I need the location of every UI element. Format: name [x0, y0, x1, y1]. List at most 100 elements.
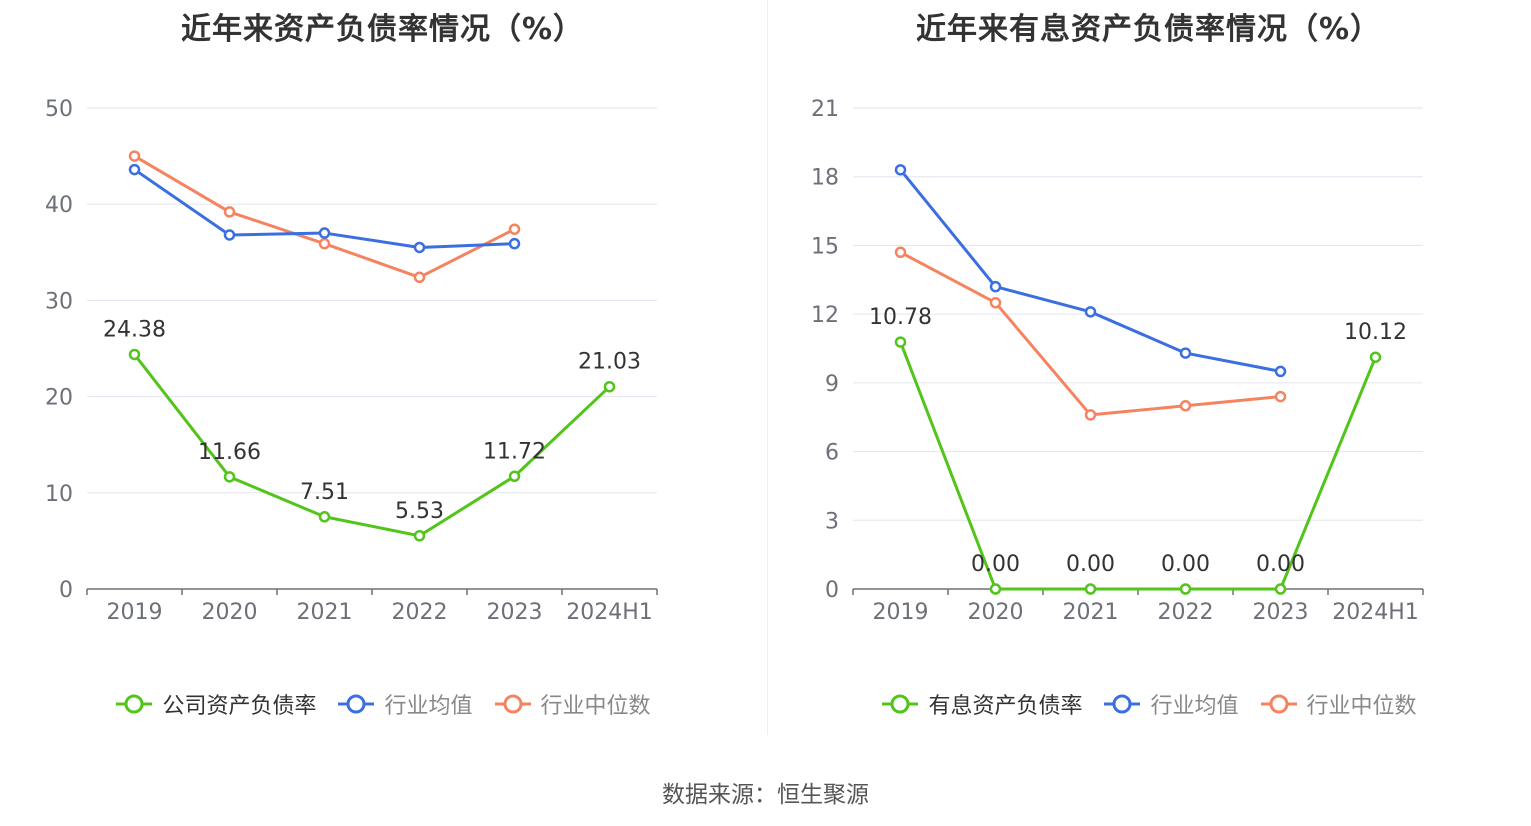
y-tick-label: 20 [45, 386, 73, 411]
x-tick-label: 2024H1 [566, 600, 653, 625]
legend-item[interactable]: 公司资产负债率 [114, 688, 316, 720]
right-chart-panel: 近年来有息资产负债率情况（%） 0 3 6 9 12 15 18 21 2019 2020 2021… [766, 0, 1531, 740]
legend-label: 有息资产负债率 [928, 694, 1083, 719]
legend-item[interactable]: 行业均值 [1102, 688, 1239, 720]
legend-line-circle-icon [882, 694, 919, 714]
data-source-note: 数据来源：恒生聚源 [662, 782, 869, 808]
data-point [128, 348, 141, 361]
data-point [1274, 583, 1287, 595]
data-point [223, 206, 236, 218]
chart-title: 近年来资产负债率情况（%） [180, 12, 585, 47]
legend-line-circle-icon [116, 694, 153, 714]
legend-item[interactable]: 行业中位数 [1259, 688, 1417, 720]
y-tick-label: 12 [811, 303, 839, 328]
data-point [413, 530, 426, 542]
series-line [133, 353, 611, 538]
data-point [1084, 306, 1097, 318]
interest-debt-ratio-chart: 0 3 6 9 12 15 18 21 2019 2020 2021 2022 2023 2024H1 10… [811, 97, 1424, 625]
y-tick-label: 18 [811, 166, 839, 191]
data-label: 10.12 [1344, 320, 1407, 345]
data-label: 24.38 [103, 317, 166, 342]
series-line [899, 341, 1377, 591]
data-point [223, 471, 236, 483]
x-tick-label: 2024H1 [1332, 600, 1419, 625]
y-tick-label: 9 [825, 372, 839, 397]
legend-label: 公司资产负债率 [162, 694, 317, 719]
data-point [894, 336, 907, 348]
data-label: 5.53 [395, 499, 444, 524]
y-tick-label: 3 [825, 509, 839, 534]
x-tick-label: 2022 [1158, 600, 1214, 625]
legend-line-circle-icon [1104, 694, 1141, 714]
legend-item[interactable]: 行业均值 [336, 688, 473, 720]
y-tick-label: 50 [45, 97, 73, 122]
chart-title: 近年来有息资产负债率情况（%） [915, 12, 1382, 47]
data-point [413, 271, 426, 284]
data-point [1084, 583, 1097, 595]
debt-ratio-chart: 0 10 20 30 40 50 2019 2020 2021 2022 2023 2024H1 24.… [45, 97, 658, 625]
x-tick-label: 2019 [873, 600, 929, 625]
data-point [603, 380, 616, 393]
legend-line-circle-icon [338, 694, 375, 714]
legend: 公司资产负债率 行业均值 行业中位数 [0, 688, 765, 720]
y-tick-label: 30 [45, 289, 73, 314]
y-tick-label: 15 [811, 234, 839, 259]
legend-item[interactable]: 行业中位数 [493, 688, 651, 720]
data-point [128, 150, 141, 162]
data-label: 11.72 [483, 439, 546, 464]
x-tick-label: 2023 [487, 600, 543, 625]
data-point [413, 241, 426, 254]
series-line [899, 250, 1281, 417]
data-point [318, 237, 331, 250]
data-label: 10.78 [869, 305, 932, 330]
series-line [899, 168, 1281, 373]
data-label: 11.66 [198, 440, 261, 465]
data-point [1179, 583, 1192, 595]
data-point [318, 227, 331, 239]
series-line [133, 154, 516, 279]
y-tick-label: 0 [825, 578, 839, 603]
data-label: 21.03 [578, 350, 641, 375]
legend-line-circle-icon [494, 694, 531, 714]
x-tick-label: 2021 [297, 600, 353, 625]
x-tick-label: 2023 [1253, 600, 1309, 625]
data-point [894, 246, 907, 259]
data-label: 7.51 [300, 480, 349, 505]
x-tick-label: 2022 [392, 600, 448, 625]
data-label: 0.00 [1256, 552, 1305, 577]
data-point [1274, 390, 1287, 403]
data-point [989, 296, 1002, 309]
data-point [894, 164, 907, 176]
y-tick-label: 0 [59, 578, 73, 603]
data-point [1179, 347, 1192, 359]
x-tick-label: 2019 [107, 600, 163, 625]
data-point [508, 223, 521, 235]
legend-label: 行业中位数 [540, 694, 651, 719]
data-point [508, 237, 521, 250]
panel-divider [767, 0, 768, 735]
legend-label: 行业中位数 [1306, 694, 1417, 719]
legend-label: 行业均值 [384, 694, 473, 719]
data-point [128, 163, 141, 176]
data-label: 0.00 [971, 552, 1020, 577]
data-point [1084, 409, 1097, 421]
legend-line-circle-icon [1260, 694, 1297, 714]
data-point [223, 229, 236, 241]
data-point [989, 280, 1002, 293]
legend: 有息资产负债率 行业均值 行业中位数 [766, 688, 1531, 720]
x-tick-label: 2020 [968, 600, 1024, 625]
data-point [318, 511, 331, 523]
data-point [989, 583, 1002, 595]
y-tick-label: 21 [811, 97, 839, 122]
x-tick-label: 2020 [202, 600, 258, 625]
data-label: 0.00 [1066, 552, 1115, 577]
data-point [508, 470, 521, 483]
y-tick-label: 10 [45, 482, 73, 507]
x-tick-label: 2021 [1063, 600, 1119, 625]
legend-label: 行业均值 [1150, 694, 1239, 719]
data-point [1369, 351, 1382, 363]
legend-item[interactable]: 有息资产负债率 [880, 688, 1082, 720]
data-point [1274, 365, 1287, 378]
y-tick-label: 40 [45, 193, 73, 218]
y-tick-label: 6 [825, 441, 839, 466]
